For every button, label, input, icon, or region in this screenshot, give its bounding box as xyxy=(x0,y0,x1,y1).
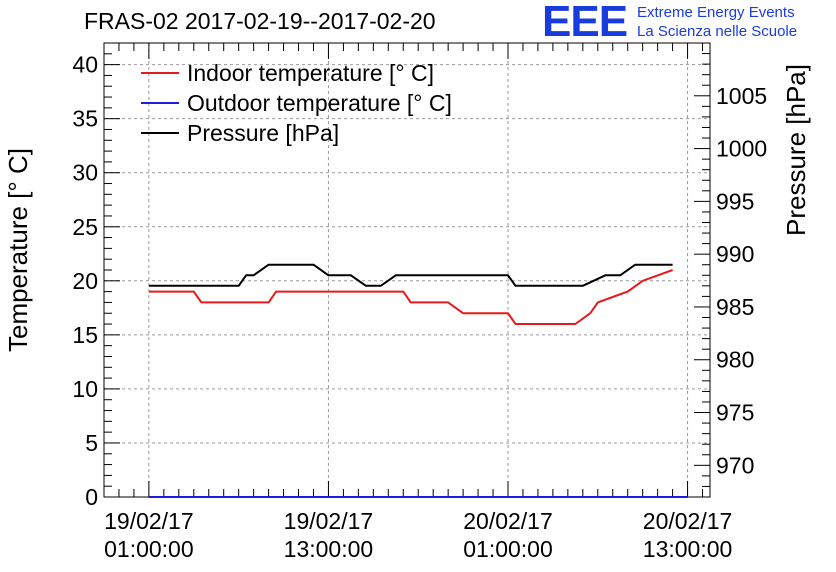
legend-label: Outdoor temperature [° C] xyxy=(187,90,452,116)
y-tick-label: 15 xyxy=(72,322,98,348)
y-tick-label: 40 xyxy=(72,52,98,78)
y2-tick-label: 990 xyxy=(716,241,754,267)
y-tick-label: 0 xyxy=(85,484,98,510)
eee-logo-text: Extreme Energy Events La Scienza nelle S… xyxy=(637,3,797,41)
legend: Indoor temperature [° C] Outdoor temperat… xyxy=(141,60,452,146)
y2-tick-label: 970 xyxy=(716,452,754,478)
y2-tick-label: 995 xyxy=(716,188,754,214)
y-tick-label: 30 xyxy=(72,160,98,186)
y2-tick-label: 975 xyxy=(716,400,754,426)
y-tick-label: 20 xyxy=(72,268,98,294)
legend-label: Indoor temperature [° C] xyxy=(187,60,434,86)
x-tick-label-date: 20/02/17 xyxy=(463,508,553,534)
x-tick-label-time: 13:00:00 xyxy=(643,536,733,562)
y2-tick-label: 1005 xyxy=(716,83,767,109)
y2-tick-label: 1000 xyxy=(716,136,767,162)
series-line-3 xyxy=(148,263,673,287)
x-tick-label-time: 01:00:00 xyxy=(463,536,553,562)
logo-line-2: La Scienza nelle Scuole xyxy=(637,23,798,40)
x-tick-label-date: 19/02/17 xyxy=(284,508,374,534)
chart-title: FRAS-02 2017-02-19--2017-02-20 xyxy=(84,8,436,34)
y-tick-label: 5 xyxy=(85,430,98,456)
grid-lines xyxy=(104,43,710,497)
y2-tick-label: 985 xyxy=(716,294,754,320)
x-tick-label-time: 13:00:00 xyxy=(284,536,374,562)
y-tick-label: 10 xyxy=(72,376,98,402)
x-tick-label-time: 01:00:00 xyxy=(104,536,194,562)
y2-tick-label: 980 xyxy=(716,347,754,373)
legend-label: Pressure [hPa] xyxy=(187,120,339,146)
y-axis-title: Temperature [° C] xyxy=(3,148,33,352)
series-line-1 xyxy=(148,269,673,325)
y-tick-label: 35 xyxy=(72,106,98,132)
x-tick-label-date: 19/02/17 xyxy=(104,508,194,534)
eee-logo-mark: EEE xyxy=(542,0,628,46)
y-tick-label: 25 xyxy=(72,214,98,240)
x-tick-label-date: 20/02/17 xyxy=(643,508,733,534)
logo-line-1: Extreme Energy Events xyxy=(637,4,795,21)
y2-axis-title: Pressure [hPa] xyxy=(781,64,811,236)
